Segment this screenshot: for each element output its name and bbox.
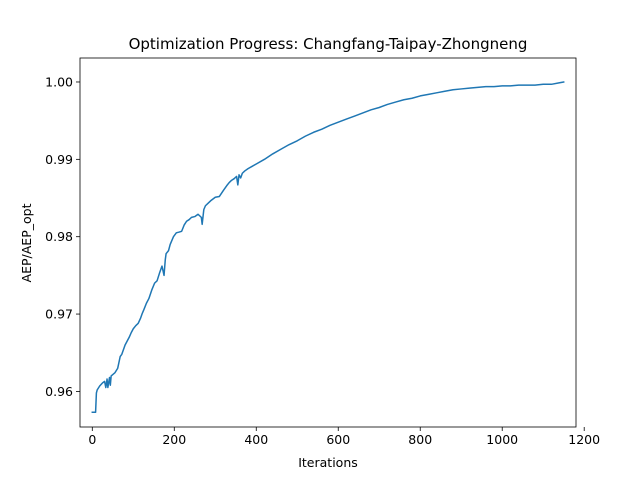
x-axis-label: Iterations — [298, 455, 358, 470]
x-tick-label: 600 — [326, 432, 350, 447]
y-tick-label: 0.99 — [45, 152, 73, 167]
y-axis-label: AEP/AEP_opt — [19, 203, 34, 282]
y-tick-label: 0.98 — [45, 229, 73, 244]
x-tick-label: 800 — [408, 432, 432, 447]
plot-area: 0 200 400 600 800 1000 1200 0.96 0.97 0.98 0.99 1.0… — [45, 57, 600, 447]
x-tick-label: 200 — [162, 432, 186, 447]
y-tick-label: 0.96 — [45, 384, 73, 399]
chart-title: Optimization Progress: Changfang-Taipay-… — [129, 35, 528, 53]
x-tick-label: 1200 — [568, 432, 600, 447]
series-line-0 — [91, 81, 565, 414]
x-tick-label: 400 — [244, 432, 268, 447]
y-tick-label: 0.97 — [45, 307, 73, 322]
x-tick-label: 0 — [88, 432, 96, 447]
x-tick-label: 1000 — [486, 432, 518, 447]
axes-frame — [79, 57, 577, 428]
y-tick-label: 1.00 — [45, 74, 73, 89]
